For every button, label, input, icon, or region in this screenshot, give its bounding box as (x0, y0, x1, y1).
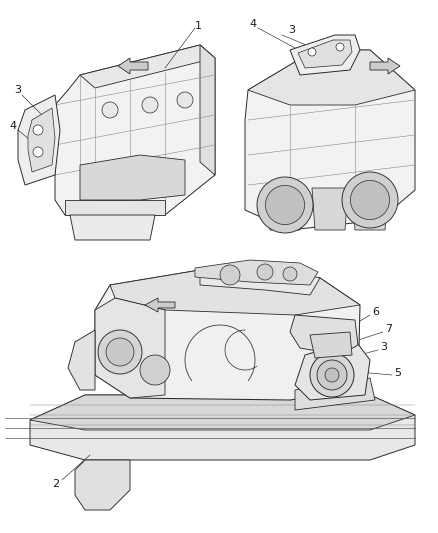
Circle shape (342, 172, 398, 228)
Polygon shape (295, 378, 375, 410)
Polygon shape (195, 260, 318, 285)
Polygon shape (70, 215, 155, 240)
Circle shape (102, 102, 118, 118)
Text: 3: 3 (289, 25, 296, 35)
Polygon shape (295, 340, 370, 400)
Polygon shape (290, 35, 360, 75)
Circle shape (310, 353, 354, 397)
Circle shape (33, 125, 43, 135)
Text: 7: 7 (385, 324, 392, 334)
Polygon shape (80, 155, 185, 200)
Text: 4: 4 (10, 121, 17, 131)
Circle shape (142, 97, 158, 113)
Polygon shape (200, 45, 215, 175)
Circle shape (265, 185, 304, 224)
Text: 2: 2 (53, 479, 60, 489)
Circle shape (308, 48, 316, 56)
Polygon shape (80, 45, 215, 88)
Polygon shape (352, 188, 388, 230)
Polygon shape (118, 58, 148, 74)
Text: 6: 6 (372, 307, 379, 317)
Polygon shape (65, 200, 165, 215)
Text: 5: 5 (395, 368, 402, 378)
Polygon shape (312, 188, 348, 230)
Polygon shape (30, 395, 415, 460)
Polygon shape (95, 298, 165, 398)
Polygon shape (30, 395, 415, 430)
Polygon shape (110, 270, 360, 315)
Circle shape (283, 267, 297, 281)
Circle shape (257, 177, 313, 233)
Polygon shape (28, 108, 55, 172)
Polygon shape (267, 188, 303, 230)
Polygon shape (75, 460, 130, 510)
Circle shape (336, 43, 344, 51)
Circle shape (33, 147, 43, 157)
Circle shape (350, 180, 389, 220)
Polygon shape (290, 315, 358, 355)
Polygon shape (200, 265, 320, 295)
Polygon shape (145, 298, 175, 312)
Text: 3: 3 (14, 85, 21, 95)
Polygon shape (55, 45, 215, 215)
Polygon shape (298, 40, 352, 68)
Polygon shape (310, 332, 352, 358)
Circle shape (220, 265, 240, 285)
Circle shape (325, 368, 339, 382)
Polygon shape (95, 270, 360, 400)
Text: 3: 3 (381, 342, 388, 352)
Circle shape (177, 92, 193, 108)
Polygon shape (18, 95, 60, 185)
Circle shape (317, 360, 347, 390)
Text: 4: 4 (249, 19, 257, 29)
Circle shape (140, 355, 170, 385)
Polygon shape (370, 58, 400, 74)
Polygon shape (245, 50, 415, 230)
Circle shape (106, 338, 134, 366)
Circle shape (98, 330, 142, 374)
Polygon shape (248, 50, 415, 105)
Text: 1: 1 (194, 21, 201, 31)
Circle shape (257, 264, 273, 280)
Polygon shape (68, 330, 95, 390)
